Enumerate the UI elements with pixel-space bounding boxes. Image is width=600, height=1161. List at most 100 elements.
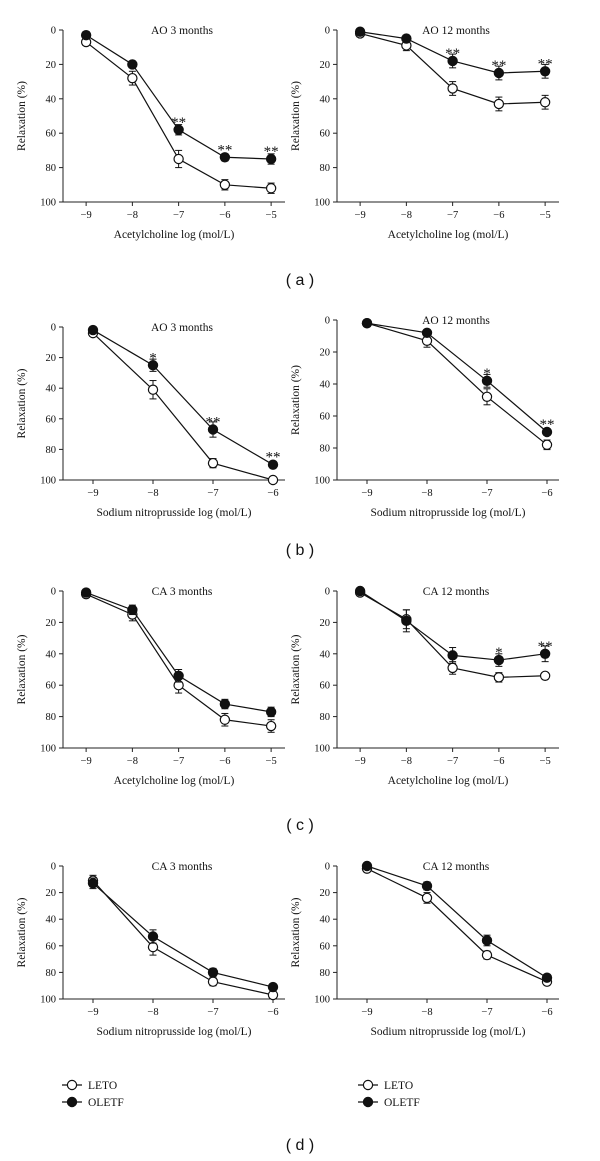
y-tick-label: 60 bbox=[320, 941, 331, 952]
data-point-oletf bbox=[87, 324, 99, 336]
y-tick-label: 60 bbox=[320, 412, 331, 423]
data-point-oletf bbox=[127, 604, 138, 616]
data-point-oletf bbox=[421, 880, 433, 892]
x-axis-label: Acetylcholine log (mol/L) bbox=[388, 775, 509, 787]
data-point-oletf bbox=[265, 706, 277, 718]
series-line-oletf bbox=[92, 329, 274, 466]
legend-label: OLETF bbox=[88, 1097, 124, 1109]
significance-marker: ** bbox=[491, 58, 506, 74]
series-line-oletf bbox=[85, 592, 272, 713]
data-point-leto bbox=[147, 384, 159, 395]
y-tick-label: 40 bbox=[46, 649, 57, 660]
data-point-oletf bbox=[539, 648, 551, 660]
x-tick-label: −8 bbox=[421, 1007, 432, 1018]
data-point-oletf bbox=[267, 981, 279, 993]
data-point-leto bbox=[447, 662, 458, 674]
x-tick-label: −6 bbox=[541, 488, 552, 499]
chart-title: AO 12 months bbox=[422, 315, 490, 327]
data-point-oletf bbox=[127, 59, 138, 70]
x-axis-label: Sodium nitroprusside log (mol/L) bbox=[97, 1026, 252, 1038]
data-point-oletf bbox=[541, 972, 553, 983]
y-tick-label: 40 bbox=[320, 915, 331, 926]
y-tick-label: 60 bbox=[46, 941, 57, 952]
significance-marker: ** bbox=[206, 415, 221, 431]
y-tick-label: 40 bbox=[46, 94, 57, 105]
x-tick-label: −7 bbox=[481, 1007, 492, 1018]
y-tick-label: 40 bbox=[320, 94, 331, 105]
y-tick-label: 80 bbox=[320, 444, 331, 455]
data-point-oletf bbox=[207, 967, 219, 978]
significance-marker: ** bbox=[538, 56, 553, 72]
data-point-leto bbox=[493, 98, 505, 110]
x-tick-label: −6 bbox=[541, 1007, 552, 1018]
legend-label: OLETF bbox=[384, 1097, 420, 1109]
series-line-oletf bbox=[85, 34, 272, 160]
data-point-leto bbox=[207, 976, 219, 987]
data-point-oletf bbox=[267, 459, 279, 470]
y-tick-label: 20 bbox=[320, 348, 331, 359]
x-tick-label: −5 bbox=[266, 210, 277, 221]
x-tick-label: −6 bbox=[219, 756, 230, 767]
data-point-oletf bbox=[539, 66, 551, 77]
data-point-leto bbox=[539, 670, 551, 681]
y-tick-label: 20 bbox=[46, 353, 57, 364]
chart-b-right: 0 20 40 60 80 100 −9 −8 −7 −6 Sodium nitroprusside… bbox=[290, 315, 559, 519]
y-tick-label: 80 bbox=[46, 712, 57, 723]
x-tick-label: −9 bbox=[87, 488, 98, 499]
y-tick-label: 0 bbox=[51, 323, 56, 334]
x-tick-label: −6 bbox=[267, 1007, 278, 1018]
data-point-leto bbox=[421, 892, 433, 904]
x-tick-label: −7 bbox=[207, 1007, 218, 1018]
y-tick-label: 20 bbox=[320, 60, 331, 71]
y-tick-label: 100 bbox=[314, 198, 330, 209]
x-axis-label: Acetylcholine log (mol/L) bbox=[388, 229, 509, 241]
legend-marker-leto bbox=[362, 1079, 374, 1091]
significance-marker: * bbox=[149, 350, 157, 366]
chart-a-left: 0 20 40 60 80 100 −9 −8 −7 −6 −5 Acetylcholine log … bbox=[16, 25, 285, 241]
series-line-oletf bbox=[92, 882, 274, 988]
significance-marker: ** bbox=[540, 417, 555, 433]
chart-a-right: 0 20 40 60 80 100 −9 −8 −7 −6 −5 Acetylcholine log … bbox=[290, 25, 559, 241]
x-tick-label: −6 bbox=[267, 488, 278, 499]
data-point-oletf bbox=[147, 931, 159, 942]
y-tick-label: 100 bbox=[314, 744, 330, 755]
series-line-leto bbox=[85, 593, 272, 727]
data-point-oletf bbox=[219, 152, 231, 163]
y-tick-label: 0 bbox=[51, 862, 56, 873]
significance-marker: ** bbox=[538, 639, 553, 655]
panel-label: ( d ) bbox=[286, 1137, 314, 1154]
x-axis-label: Acetylcholine log (mol/L) bbox=[114, 229, 235, 241]
data-point-oletf bbox=[541, 426, 553, 438]
chart-title: AO 3 months bbox=[151, 25, 214, 37]
legend-marker-oletf bbox=[362, 1096, 374, 1108]
significance-marker: ** bbox=[264, 144, 279, 160]
data-point-oletf bbox=[87, 878, 99, 889]
data-point-leto bbox=[127, 72, 138, 84]
x-tick-label: −6 bbox=[493, 756, 504, 767]
y-tick-label: 100 bbox=[314, 995, 330, 1006]
series-line-leto bbox=[366, 868, 548, 983]
y-tick-label: 80 bbox=[320, 968, 331, 979]
y-tick-label: 0 bbox=[325, 587, 330, 598]
y-tick-label: 60 bbox=[320, 129, 331, 140]
panel-label: ( b ) bbox=[286, 542, 314, 559]
y-axis-label: Relaxation (%) bbox=[290, 81, 302, 151]
x-tick-label: −7 bbox=[481, 488, 492, 499]
y-tick-label: 60 bbox=[46, 681, 57, 692]
y-tick-label: 40 bbox=[46, 384, 57, 395]
x-tick-label: −9 bbox=[81, 756, 92, 767]
series-line-leto bbox=[92, 332, 274, 481]
y-tick-label: 80 bbox=[46, 163, 57, 174]
y-tick-label: 60 bbox=[46, 129, 57, 140]
y-tick-label: 40 bbox=[320, 649, 331, 660]
y-axis-label: Relaxation (%) bbox=[16, 368, 28, 438]
chart-d-right: 0 20 40 60 80 100 −9 −8 −7 −6 Sodium nitroprusside… bbox=[290, 860, 559, 1038]
data-point-leto bbox=[147, 941, 159, 953]
y-tick-label: 80 bbox=[46, 445, 57, 456]
significance-marker: ** bbox=[171, 115, 186, 131]
legend-label: LETO bbox=[88, 1080, 117, 1092]
data-point-leto bbox=[447, 83, 458, 94]
x-tick-label: −9 bbox=[361, 488, 372, 499]
data-point-leto bbox=[219, 714, 231, 725]
significance-marker: * bbox=[495, 645, 503, 661]
